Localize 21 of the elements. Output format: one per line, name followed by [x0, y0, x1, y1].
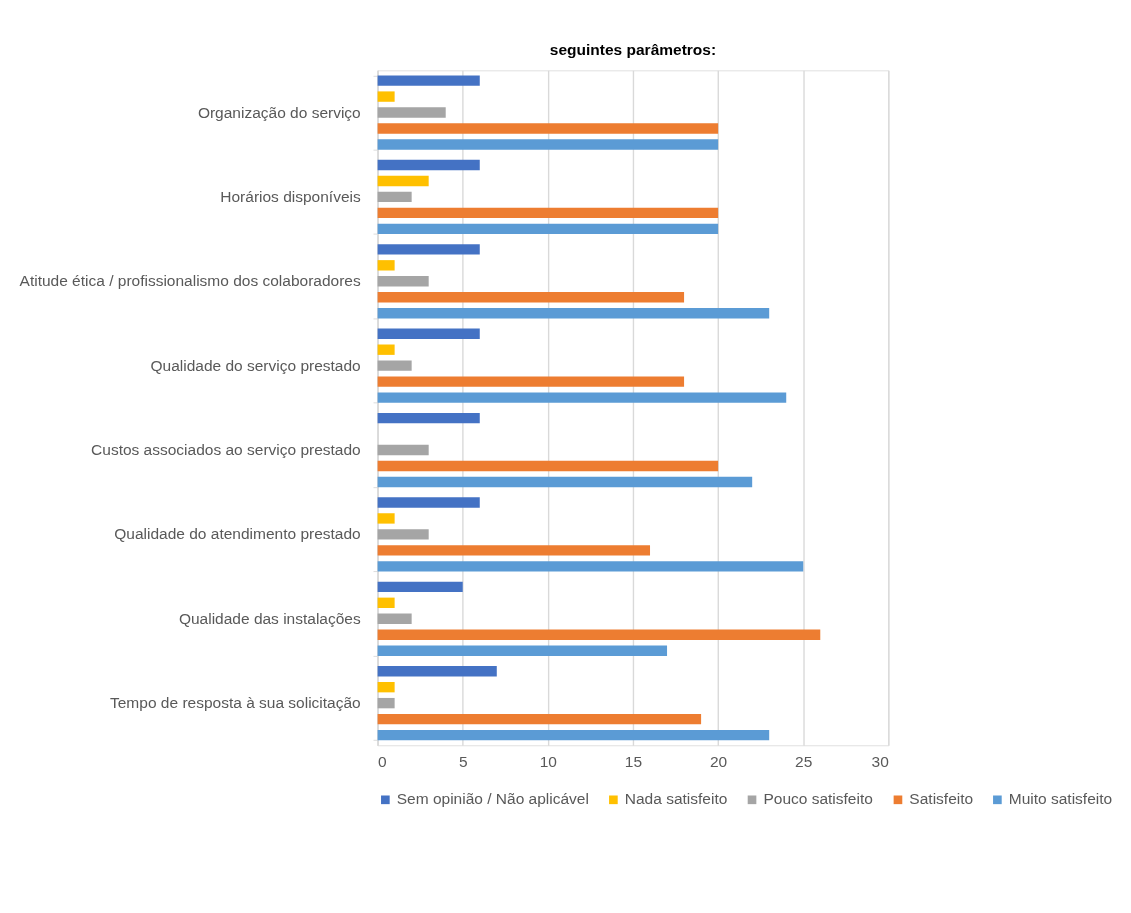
legend-label: Nada satisfeito — [624, 790, 728, 808]
x-tick-label: 30 — [871, 752, 890, 770]
legend-label: Sem opinião / Não aplicável — [396, 790, 589, 808]
x-tick-label: 20 — [709, 752, 728, 770]
y-tick-label: Organização do serviço — [197, 103, 361, 121]
y-tick-label: Qualidade do atendimento prestado — [114, 525, 361, 543]
legend-label: Pouco satisfeito — [763, 790, 873, 808]
chart-title: seguintes parâmetros: — [549, 40, 717, 58]
x-tick-label: 25 — [795, 752, 813, 770]
legend-label: Muito satisfeito — [1008, 790, 1113, 808]
y-tick-label: Horários disponíveis — [220, 187, 361, 205]
y-tick-label: Atitude ética / profissionalismo dos colaboradores — [19, 272, 361, 290]
y-tick-label: Qualidade do serviço prestado — [150, 356, 361, 374]
x-tick-label: 15 — [624, 752, 643, 770]
y-tick-label: Qualidade das instalações — [178, 609, 361, 627]
x-tick-label: 10 — [539, 752, 558, 770]
legend-label: Satisfeito — [909, 790, 974, 808]
y-tick-label: Tempo de resposta à sua solicitação — [110, 694, 361, 712]
y-tick-label: Custos associados ao serviço prestado — [91, 441, 361, 459]
x-tick-label: 0 — [378, 752, 388, 770]
x-tick-label: 5 — [458, 752, 468, 770]
